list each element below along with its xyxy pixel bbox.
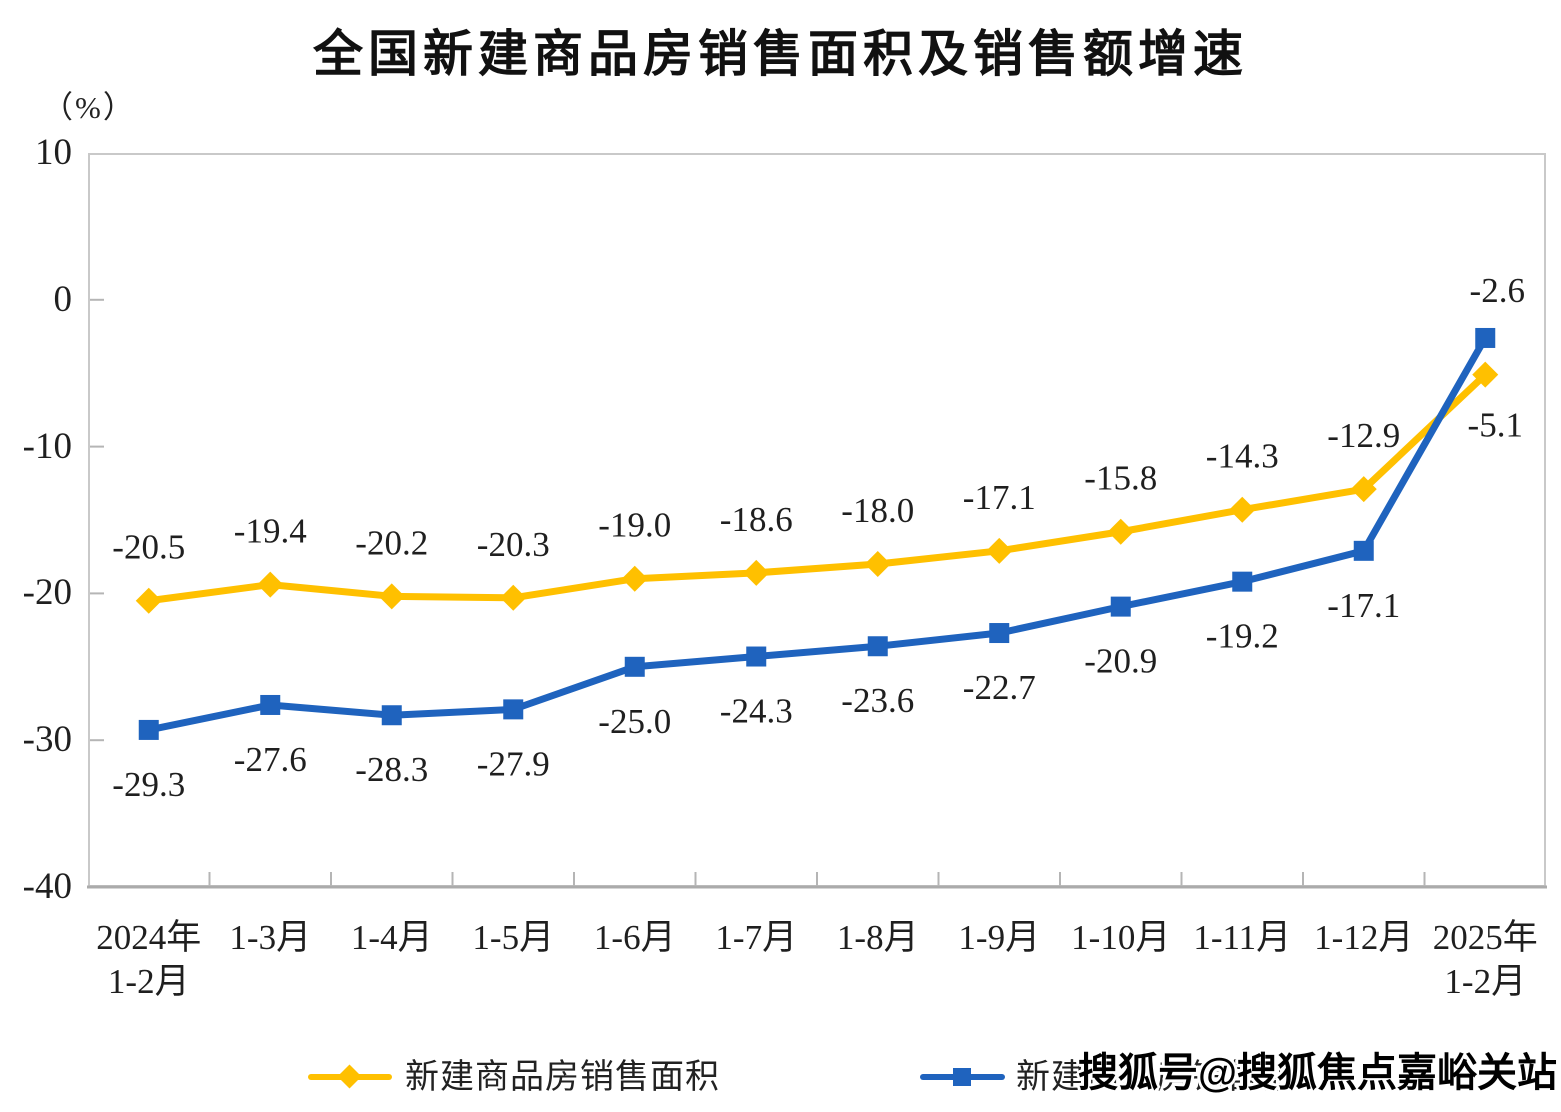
data-point-marker [503, 699, 524, 720]
y-tick-label: -20 [22, 572, 72, 614]
plot-frame [88, 153, 1546, 887]
watermark: 搜狐号@搜狐焦点嘉峪关站 [1077, 1051, 1557, 1095]
data-point-marker [624, 656, 645, 677]
data-point-marker [1107, 518, 1134, 545]
data-point-marker [1353, 540, 1374, 561]
data-point-marker [743, 559, 770, 586]
data-point-marker [1232, 571, 1253, 592]
data-point-marker [378, 583, 405, 610]
y-tick-label: -10 [22, 425, 72, 467]
data-point-marker [1229, 496, 1256, 523]
data-point-marker [1475, 327, 1496, 348]
data-point-label: -17.1 [1327, 586, 1400, 625]
legend-label-sales-area: 新建商品房销售面积 [405, 1059, 720, 1096]
data-point-label: -19.2 [1206, 617, 1279, 656]
data-point-marker [864, 551, 891, 578]
data-point-label: -14.3 [1206, 437, 1279, 476]
data-point-label: -22.7 [963, 668, 1036, 707]
x-tick-label: 1-10月 [1071, 918, 1171, 957]
data-point-marker [867, 636, 888, 657]
data-point-label: -23.6 [841, 681, 914, 720]
data-point-marker [257, 571, 284, 598]
data-point-label: -5.1 [1468, 406, 1523, 445]
x-tick-label: 1-7月 [715, 918, 798, 957]
data-point-marker [138, 719, 159, 740]
x-tick-label: 1-3月 [229, 918, 312, 957]
data-point-label: -18.6 [720, 500, 793, 539]
legend-diamond-icon [337, 1064, 362, 1089]
data-point-label: -19.0 [598, 506, 671, 545]
series-line-1 [145, 334, 1489, 734]
data-point-label: -12.9 [1327, 416, 1400, 455]
x-tick-label: 2025年 1-2月 [1432, 918, 1538, 1001]
legend-item-sales-value: 新建商品房销售额 [920, 1056, 1340, 1100]
data-point-marker [746, 646, 767, 667]
x-tick-label: 1-6月 [593, 918, 676, 957]
data-point-label: -20.2 [355, 523, 428, 562]
data-point-marker [500, 584, 527, 611]
data-point-label: -20.5 [112, 528, 185, 567]
data-point-marker [1350, 476, 1377, 503]
x-tick-label: 2024年 1-2月 [96, 918, 202, 1001]
x-tick-label: 1-5月 [472, 918, 555, 957]
data-point-marker [621, 565, 648, 592]
data-point-label: -24.3 [720, 692, 793, 731]
data-point-label: -27.6 [234, 740, 307, 779]
x-tick-label: 1-12月 [1314, 918, 1414, 957]
data-point-marker [1110, 596, 1131, 617]
y-tick-label: 10 [35, 132, 72, 173]
x-tick-label: 1-9月 [958, 918, 1041, 957]
x-tick-label: 1-4月 [350, 918, 433, 957]
y-tick-label: 0 [53, 278, 73, 320]
data-point-label: -19.4 [234, 512, 307, 551]
legend-label-sales-value: 新建商品房销售额 [1016, 1059, 1296, 1096]
data-point-label: -27.9 [477, 744, 550, 783]
chart-title: 全国新建商品房销售面积及销售额增速 [313, 26, 1248, 82]
series-line-0 [145, 371, 1489, 605]
data-point-marker [381, 705, 402, 726]
data-point-label: -25.0 [598, 702, 671, 741]
data-point-label: -2.6 [1470, 271, 1525, 310]
y-axis-unit-label: （%） [42, 90, 136, 125]
data-point-marker [1472, 361, 1499, 388]
data-point-marker [989, 623, 1010, 644]
data-point-label: -28.3 [355, 750, 428, 789]
data-point-label: -18.0 [841, 491, 914, 530]
y-tick-label: -30 [22, 719, 72, 761]
data-point-marker [260, 694, 281, 715]
x-tick-label: 1-8月 [836, 918, 919, 957]
data-point-label: -20.3 [477, 525, 550, 564]
data-point-label: -17.1 [963, 478, 1036, 517]
x-tick-label: 1-11月 [1193, 918, 1292, 957]
data-point-label: -20.9 [1084, 642, 1157, 681]
legend-square-icon [953, 1068, 971, 1086]
legend-item-sales-area: 新建商品房销售面积 [308, 1056, 719, 1100]
y-tick-label: -40 [22, 866, 72, 907]
data-point-marker [986, 537, 1013, 564]
data-point-label: -15.8 [1084, 459, 1157, 498]
data-point-marker [135, 587, 162, 614]
data-point-label: -29.3 [112, 765, 185, 804]
